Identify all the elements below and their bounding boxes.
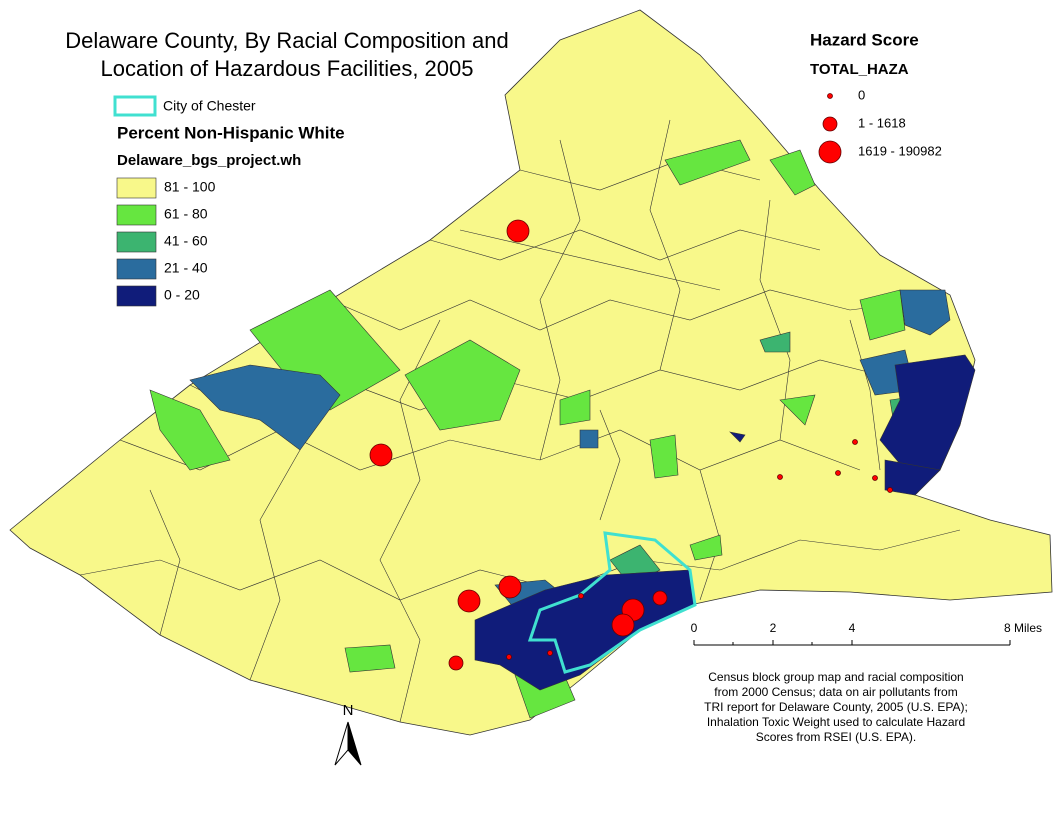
scale-label: 4 xyxy=(849,621,856,635)
legend-symbol xyxy=(818,140,842,164)
note-line: Inhalation Toxic Weight used to calculat… xyxy=(707,715,965,729)
note-line: from 2000 Census; data on air pollutants… xyxy=(714,685,957,699)
scale-label: 2 xyxy=(770,621,777,635)
legend-swatch xyxy=(116,177,157,199)
facility xyxy=(835,470,841,476)
county xyxy=(9,9,1053,736)
legend-swatch xyxy=(116,204,157,226)
legend-field: TOTAL_HAZA xyxy=(810,61,909,78)
facility xyxy=(506,219,530,243)
race-legend: 81 - 100 61 - 80 41 - 60 21 - 40 0 - 20 xyxy=(116,177,216,307)
legend-label: 41 - 60 xyxy=(164,233,208,249)
facility xyxy=(611,613,635,637)
legend-swatch xyxy=(116,285,157,307)
block-group-region xyxy=(649,434,679,479)
facility xyxy=(506,654,512,660)
facility xyxy=(887,487,893,493)
facility xyxy=(498,575,522,599)
legend-field: Delaware_bgs_project.wh xyxy=(117,152,301,169)
note-line: Scores from RSEI (U.S. EPA). xyxy=(756,730,916,744)
facility xyxy=(547,650,553,656)
hazard-legend: 0 1 - 1618 1619 - 190982 xyxy=(818,87,942,164)
legend-title: Percent Non-Hispanic White xyxy=(117,123,345,142)
facility xyxy=(448,655,464,671)
title-line: Location of Hazardous Facilities, 2005 xyxy=(101,56,474,81)
facility xyxy=(652,590,668,606)
note-line: Census block group map and racial compos… xyxy=(708,670,963,684)
block-group-region xyxy=(664,139,751,186)
facility xyxy=(457,589,481,613)
block-group-region xyxy=(344,644,396,673)
legend-label: 1619 - 190982 xyxy=(858,143,942,158)
legend-swatch xyxy=(113,95,157,117)
legend-symbol xyxy=(822,116,838,132)
scale-label: 0 xyxy=(691,621,698,635)
facility xyxy=(578,593,584,599)
facility xyxy=(777,474,783,480)
block-group-region xyxy=(729,431,746,443)
block-group-region xyxy=(189,364,341,451)
hazard-points xyxy=(369,219,893,671)
block-group-region xyxy=(769,149,816,196)
legend-label: 81 - 100 xyxy=(164,179,216,195)
note-line: TRI report for Delaware County, 2005 (U.… xyxy=(704,700,968,714)
block-group-region xyxy=(689,534,723,561)
legend-label: 0 xyxy=(858,87,865,102)
legend-label: 1 - 1618 xyxy=(858,115,906,130)
block-group-region xyxy=(579,429,599,449)
north-arrow xyxy=(334,721,349,766)
north-label: N xyxy=(343,702,354,719)
block-group-region xyxy=(884,459,941,496)
facility xyxy=(852,439,858,445)
legend-label: 61 - 80 xyxy=(164,206,208,222)
block-group-region xyxy=(149,389,231,471)
legend-label: 21 - 40 xyxy=(164,260,208,276)
facility xyxy=(872,475,878,481)
legend-swatch xyxy=(116,258,157,280)
title-line: Delaware County, By Racial Composition a… xyxy=(65,28,508,53)
legend-label: 0 - 20 xyxy=(164,287,200,303)
block-group-region xyxy=(859,289,906,341)
source-note: Census block group map and racial compos… xyxy=(704,670,968,744)
block-group-region xyxy=(404,339,521,431)
scale-bar xyxy=(693,640,1011,646)
legend-title: Hazard Score xyxy=(810,30,919,49)
block-group-region xyxy=(779,394,816,426)
block-group-region xyxy=(759,331,791,353)
north-arrow xyxy=(347,721,362,766)
legend-swatch xyxy=(116,231,157,253)
legend-symbol xyxy=(827,93,833,99)
regions xyxy=(149,139,976,719)
block-group-region xyxy=(559,389,591,426)
facility xyxy=(369,443,393,467)
legend-label: City of Chester xyxy=(163,98,256,114)
scale-label: 8 Miles xyxy=(1004,621,1042,635)
block-group-region xyxy=(899,289,951,336)
